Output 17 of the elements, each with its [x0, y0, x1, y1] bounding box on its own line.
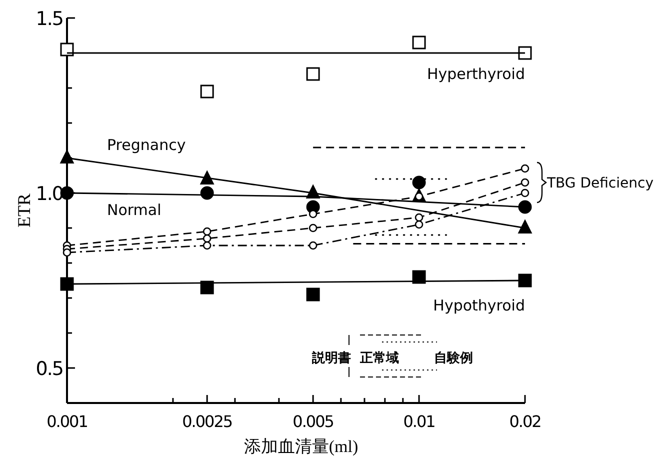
- x-tick-label: 0.01: [403, 412, 435, 431]
- series-label: Hyperthyroid: [426, 65, 525, 83]
- x-tick-label: 0.001: [46, 412, 88, 431]
- series-label: Pregnancy: [107, 136, 186, 154]
- annotation: 正常域: [359, 351, 399, 366]
- x-axis-title: 添加血清量(ml): [244, 437, 358, 456]
- annotation: 自験例: [434, 351, 473, 366]
- y-tick-label: 1.5: [36, 8, 63, 30]
- annotation: 説明書: [311, 350, 351, 366]
- x-tick-label: 0.02: [509, 412, 541, 431]
- text: Normal: [107, 201, 162, 219]
- x-tick-label: 0.005: [292, 412, 334, 431]
- y-tick-label: 0.5: [36, 358, 63, 380]
- annotation: TBG Deficiency: [546, 176, 654, 192]
- series-label: Hypothyroid: [433, 296, 525, 314]
- y-axis-title: ETR: [14, 194, 34, 228]
- x-tick-label: 0.0025: [182, 412, 232, 431]
